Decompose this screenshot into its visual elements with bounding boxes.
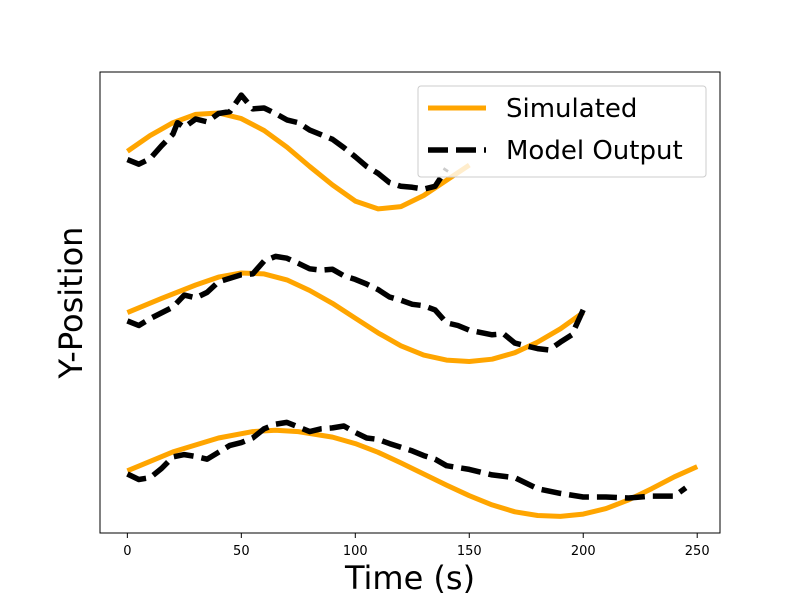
series-simulated-1 — [125, 110, 471, 212]
x-tick-label: 100 — [343, 544, 368, 559]
x-axis-ticks: 0 50 100 150 200 250 — [123, 533, 710, 559]
x-tick-label: 250 — [685, 544, 710, 559]
x-tick-label: 150 — [457, 544, 482, 559]
series-simulated-2 — [126, 270, 585, 364]
series-simulated-3 — [126, 427, 699, 519]
plot-frame — [99, 71, 721, 534]
series-model-output-1 — [126, 92, 449, 192]
legend-box — [417, 85, 707, 178]
y-axis-label: Y-Position — [52, 227, 90, 380]
plot-lines — [125, 92, 699, 519]
legend-label-simulated: Simulated — [506, 94, 637, 124]
x-tick-label: 0 — [123, 544, 131, 559]
series-model-output-2 — [126, 253, 586, 353]
series-model-output-3 — [126, 419, 688, 501]
x-axis-label: Time (s) — [344, 559, 475, 597]
legend: Simulated Model Output — [417, 85, 707, 178]
legend-label-model-output: Model Output — [506, 136, 683, 166]
x-tick-label: 50 — [233, 544, 250, 559]
x-tick-label: 200 — [571, 544, 596, 559]
